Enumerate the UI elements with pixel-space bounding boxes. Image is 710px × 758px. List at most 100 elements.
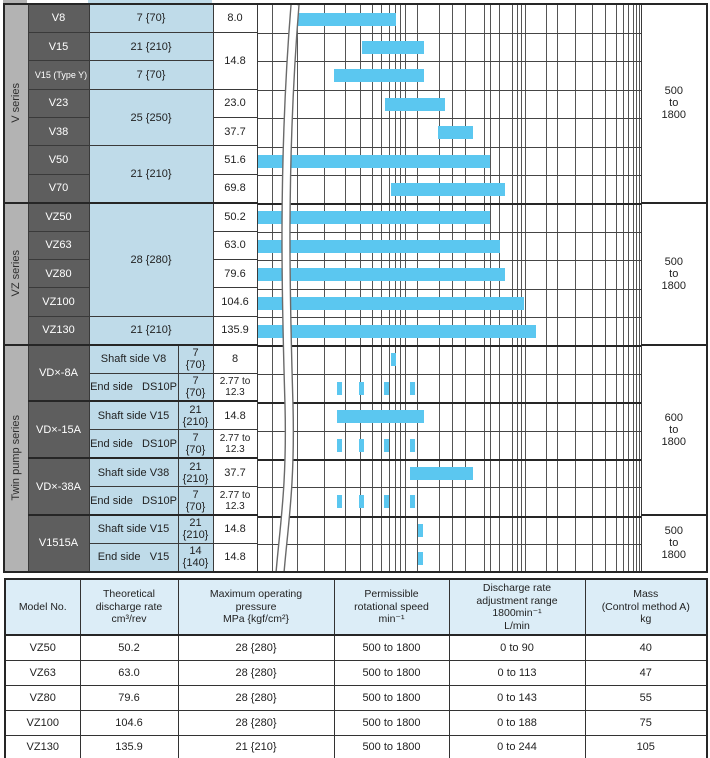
column-sliver xyxy=(212,0,256,3)
table-header-cell: Model No. xyxy=(4,578,81,636)
table-cell: 500 to 1800 xyxy=(333,734,450,758)
pressure-value-cell: 7 {70} xyxy=(177,486,214,516)
table-row: VZ80 79.6 28 {280} 500 to 1800 0 to 143 55 xyxy=(4,684,708,711)
series-label: Twin pump series xyxy=(10,415,23,502)
chart-gridline xyxy=(615,5,617,571)
chart-range-bar xyxy=(383,438,389,452)
chart-range-bar xyxy=(258,154,490,168)
vz-spec-table: Model No. Theoretical discharge rate cm³/re… xyxy=(4,578,708,758)
chart-gridline xyxy=(545,5,547,571)
discharge-rate-cell: 135.9 xyxy=(212,315,258,346)
chart-range-bar xyxy=(333,69,424,83)
column-sliver xyxy=(640,0,706,3)
discharge-rate-cell: 14.8 xyxy=(212,400,258,431)
chart-row-line xyxy=(258,345,641,348)
chart-gridline xyxy=(344,5,346,571)
table-cell: 50.2 xyxy=(79,634,179,661)
chart-row-line xyxy=(258,288,641,290)
table-cell: 28 {280} xyxy=(177,684,335,711)
pump-position-cell: End side DS10P xyxy=(88,486,179,516)
table-row: VZ63 63.0 28 {280} 500 to 1800 0 to 113 47 xyxy=(4,659,708,686)
table-cell: 0 to 244 xyxy=(448,734,586,758)
chart-gridline xyxy=(489,5,491,571)
chart-row-line xyxy=(258,260,641,262)
table-cell: 0 to 90 xyxy=(448,634,586,661)
column-sliver xyxy=(256,0,640,3)
bottom-spec-section: Model No. Theoretical discharge rate cm³/re… xyxy=(4,578,708,758)
discharge-rate-cell: 14.8 xyxy=(212,514,258,544)
table-cell: 75 xyxy=(584,709,708,736)
pump-position-cell: End side V15 xyxy=(88,542,179,573)
table-cell: 21 {210} xyxy=(177,734,335,758)
table-header-cell: Theoretical discharge rate cm³/rev xyxy=(79,578,179,636)
column-sliver xyxy=(88,0,212,3)
chart-range-bar xyxy=(358,438,364,452)
table-cell: 47 xyxy=(584,659,708,686)
chart-row-line xyxy=(258,89,641,91)
chart-range-bar xyxy=(437,126,473,140)
pump-position-cell: End side DS10P xyxy=(88,372,179,402)
table-cell: 0 to 143 xyxy=(448,684,586,711)
discharge-rate-cell: 8 xyxy=(212,343,258,374)
series-cell: VZ series xyxy=(3,201,29,346)
chart-range-bar xyxy=(417,523,423,537)
chart-range-bar xyxy=(258,268,505,282)
chart-gridline xyxy=(371,5,373,571)
table-cell: 79.6 xyxy=(79,684,179,711)
chart-gridline xyxy=(483,5,485,571)
chart-range-bar xyxy=(383,381,389,395)
spec-chart-section: V series V8 7 {70} 8.0 500 to 1800 V15 21 {210} 1… xyxy=(3,0,709,573)
model-cell: VZ80 xyxy=(27,259,90,289)
chart-gridline xyxy=(404,5,406,571)
discharge-rate-cell: 2.77 to 12.3 xyxy=(212,486,258,516)
chart-gridline xyxy=(591,5,593,571)
chart-gridline xyxy=(511,5,513,571)
model-cell: VZ63 xyxy=(27,230,90,261)
pressure-cell: 21 {210} xyxy=(88,145,214,204)
table-header-cell: Mass (Control method A) kg xyxy=(584,578,708,636)
table-cell: 28 {280} xyxy=(177,634,335,661)
pressure-value-cell: 14 {140} xyxy=(177,542,214,573)
pressure-value-cell: 21 {210} xyxy=(177,457,214,488)
chart-gridline xyxy=(635,5,637,571)
chart-range-bar xyxy=(409,495,415,509)
chart-range-bar xyxy=(390,182,505,196)
chart-gridline xyxy=(520,5,522,571)
model-cell: V8 xyxy=(27,3,90,33)
chart-gridline xyxy=(323,5,325,571)
series-label: V series xyxy=(10,83,23,124)
table-header-cell: Permissible rotational speed min⁻¹ xyxy=(333,578,450,636)
chart-gridline xyxy=(638,5,640,571)
spec-chart-table: V series V8 7 {70} 8.0 500 to 1800 V15 21 {210} 1… xyxy=(3,3,709,573)
chart-row-line xyxy=(258,316,641,318)
series-label: VZ series xyxy=(10,250,23,297)
pressure-value-cell: 7 {70} xyxy=(177,343,214,374)
chart-cell xyxy=(256,3,642,573)
chart-gridline xyxy=(388,5,390,571)
discharge-rate-cell: 37.7 xyxy=(212,457,258,488)
chart-gridline xyxy=(451,5,453,571)
model-cell: V50 xyxy=(27,145,90,175)
chart-range-bar xyxy=(336,438,342,452)
chart-gridline xyxy=(399,5,401,571)
pressure-value-cell: 21 {210} xyxy=(177,514,214,544)
table-cell: 40 xyxy=(584,634,708,661)
chart-gridline xyxy=(574,5,576,571)
chart-gridline xyxy=(394,5,396,571)
pump-position-cell: End side DS10P xyxy=(88,429,179,459)
chart-range-bar xyxy=(336,410,424,424)
model-cell: V15 xyxy=(27,31,90,62)
speed-range-cell: 600 to 1800 xyxy=(640,343,708,516)
chart-range-bar xyxy=(258,296,524,310)
series-cell: V series xyxy=(3,3,29,204)
chart-row-line xyxy=(258,231,641,233)
pressure-value-cell: 7 {70} xyxy=(177,372,214,402)
chart-range-bar xyxy=(361,40,424,54)
chart-range-bar xyxy=(409,381,415,395)
table-cell: 105 xyxy=(584,734,708,758)
discharge-rate-cell: 51.6 xyxy=(212,145,258,175)
table-cell: 0 to 113 xyxy=(448,659,586,686)
table-row: VZ130 135.9 21 {210} 500 to 1800 0 to 244 105 xyxy=(4,734,708,758)
series-cell: Twin pump series xyxy=(3,343,29,573)
